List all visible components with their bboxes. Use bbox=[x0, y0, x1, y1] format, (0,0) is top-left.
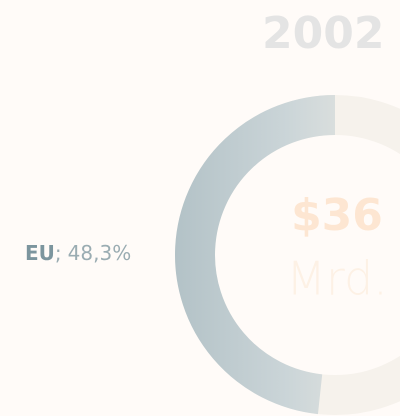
donut bbox=[175, 95, 336, 415]
category-label: EU bbox=[25, 241, 55, 265]
value-label: 48,3% bbox=[68, 241, 132, 265]
center-unit: Mrd. bbox=[286, 252, 388, 306]
label-separator: ; bbox=[55, 241, 62, 265]
donut-segment bbox=[175, 95, 336, 415]
center-value: $36 bbox=[291, 190, 383, 241]
segment-label: EU; 48,3% bbox=[25, 241, 131, 265]
chart-title: 2002 bbox=[262, 8, 384, 59]
